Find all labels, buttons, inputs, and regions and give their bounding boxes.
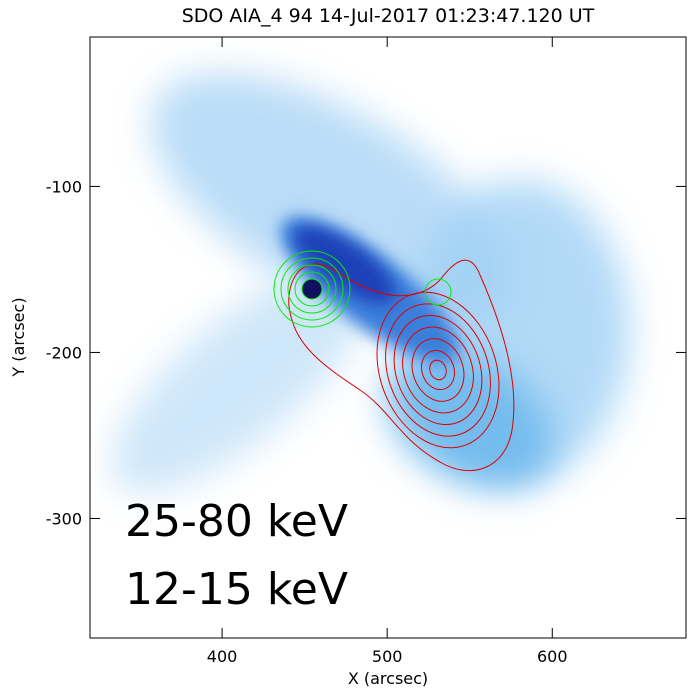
x-axis-label: X (arcsec) — [348, 669, 428, 688]
chart-title: SDO AIA_4 94 14-Jul-2017 01:23:47.120 UT — [182, 5, 595, 27]
y-axis-label: Y (arcsec) — [9, 297, 28, 377]
x-tick-label: 500 — [372, 647, 403, 666]
red-contours — [288, 259, 515, 471]
solar-image — [90, 37, 686, 638]
y-tick-label: -300 — [46, 509, 82, 528]
green-contours — [273, 250, 452, 328]
y-tick-label: -100 — [46, 177, 82, 196]
y-tick-label: -200 — [46, 343, 82, 362]
x-tick-label: 400 — [207, 647, 238, 666]
annotation: 25-80 keV — [125, 496, 348, 547]
x-tick-label: 600 — [537, 647, 568, 666]
annotation: 12-15 keV — [125, 564, 348, 615]
plot-frame — [89, 36, 687, 639]
